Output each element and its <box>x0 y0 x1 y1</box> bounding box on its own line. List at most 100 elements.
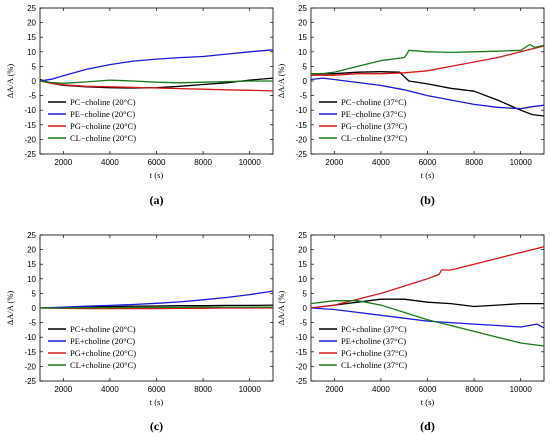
legend-label-2: PE−choline (37°C) <box>341 109 406 119</box>
y-tick-label: -25 <box>24 150 36 159</box>
x-tick-label: 8000 <box>194 385 212 394</box>
legend-label-1: PC+choline (20°C) <box>70 324 136 334</box>
panel-label: (c) <box>150 419 163 433</box>
x-tick-label: 8000 <box>194 158 212 167</box>
y-tick-label: 0 <box>303 304 308 313</box>
x-tick-label: 2000 <box>325 385 343 394</box>
y-tick-label: 5 <box>303 289 308 298</box>
chart-panel-1: -25 -20 -15 -10 -5 0 5 10 15 20 25 2000 4000 6000 8000… <box>5 4 274 207</box>
y-tick-label: 25 <box>298 4 307 13</box>
y-tick-label: 0 <box>32 304 37 313</box>
series-line-4 <box>39 79 273 84</box>
y-axis-label: ΔA/A (%) <box>276 291 286 326</box>
y-tick-label: 20 <box>27 19 36 28</box>
y-tick-label: 0 <box>32 77 37 86</box>
legend-label-1: PC+choline (37°C) <box>341 324 407 334</box>
legend-label-4: CL−choline (20°C) <box>70 133 136 143</box>
y-tick-label: 15 <box>27 260 36 269</box>
y-tick-label: -5 <box>300 92 308 101</box>
y-tick-label: 20 <box>27 246 36 255</box>
y-tick-label: -15 <box>24 121 36 130</box>
x-axis-label: t (s) <box>150 170 164 180</box>
x-tick-label: 6000 <box>148 385 166 394</box>
y-tick-label: 10 <box>298 48 307 57</box>
series-line-4 <box>40 306 273 309</box>
y-tick-label: 20 <box>298 246 307 255</box>
y-tick-label: 15 <box>27 33 36 42</box>
panel-label: (b) <box>420 193 435 207</box>
y-tick-label: -25 <box>295 377 307 386</box>
y-tick-label: 5 <box>303 62 308 71</box>
legend-label-2: PE−choline (20°C) <box>70 109 135 119</box>
y-tick-label: 20 <box>298 19 307 28</box>
chart-panel-4: -25 -20 -15 -10 -5 0 5 10 15 20 25 2000 4000 6000 8000… <box>276 231 545 433</box>
series-line-2 <box>310 77 545 110</box>
legend-label-3: PG−choline (37°C) <box>341 121 407 131</box>
series-line-3 <box>311 45 545 76</box>
y-tick-label: 5 <box>32 289 37 298</box>
legend-label-2: PE+choline (37°C) <box>341 336 406 346</box>
y-axis-label: ΔA/A (%) <box>5 291 15 326</box>
x-tick-label: 2000 <box>325 158 343 167</box>
chart-panel-2: -25 -20 -15 -10 -5 0 5 10 15 20 25 2000 4000 6000 8000… <box>276 4 545 207</box>
y-tick-label: -20 <box>295 135 307 144</box>
y-tick-label: 5 <box>32 62 37 71</box>
y-tick-label: -10 <box>24 106 36 115</box>
x-tick-label: 4000 <box>101 158 119 167</box>
legend-label-2: PE+choline (20°C) <box>70 336 135 346</box>
y-tick-label: -25 <box>295 150 307 159</box>
x-tick-label: 4000 <box>101 385 119 394</box>
y-tick-label: -5 <box>29 92 37 101</box>
series-line-2 <box>39 290 274 309</box>
series-line-3 <box>39 307 273 310</box>
y-tick-label: -20 <box>24 362 36 371</box>
y-axis-label: ΔA/A (%) <box>276 64 286 99</box>
y-tick-label: 0 <box>303 77 308 86</box>
x-axis-label: t (s) <box>421 397 435 407</box>
y-tick-label: 25 <box>27 231 36 240</box>
y-tick-label: -15 <box>295 121 307 130</box>
y-tick-label: 25 <box>27 4 36 13</box>
chart-panel-3: -25 -20 -15 -10 -5 0 5 10 15 20 25 2000 4000 6000 8000… <box>5 231 274 433</box>
legend-label-4: CL+choline (20°C) <box>70 360 136 370</box>
y-tick-label: 10 <box>298 275 307 284</box>
legend-label-4: CL−choline (37°C) <box>341 133 407 143</box>
panel-label: (d) <box>420 419 435 433</box>
legend-label-1: PC−choline (20°C) <box>70 97 136 107</box>
y-tick-label: 25 <box>298 231 307 240</box>
y-tick-label: -10 <box>295 106 307 115</box>
y-tick-label: -20 <box>295 362 307 371</box>
series-line-2 <box>39 49 274 82</box>
series-line-2 <box>310 307 545 329</box>
y-tick-label: 15 <box>298 260 307 269</box>
series-line-3 <box>310 246 545 309</box>
legend-label-3: PG−choline (20°C) <box>70 121 136 131</box>
y-tick-label: -15 <box>24 348 36 357</box>
y-tick-label: -5 <box>29 319 37 328</box>
series-line-4 <box>310 300 545 347</box>
x-tick-label: 10000 <box>239 385 262 394</box>
x-tick-label: 2000 <box>54 385 72 394</box>
y-axis-label: ΔA/A (%) <box>5 64 15 99</box>
x-tick-label: 10000 <box>510 385 533 394</box>
y-tick-label: 15 <box>298 33 307 42</box>
x-tick-label: 6000 <box>419 385 437 394</box>
x-tick-label: 8000 <box>465 158 483 167</box>
y-tick-label: -25 <box>24 377 36 386</box>
x-axis-label: t (s) <box>421 170 435 180</box>
y-tick-label: 10 <box>27 275 36 284</box>
y-tick-label: 10 <box>27 48 36 57</box>
y-tick-label: -20 <box>24 135 36 144</box>
x-tick-label: 4000 <box>372 158 390 167</box>
x-tick-label: 2000 <box>54 158 72 167</box>
legend-label-3: PG+choline (37°C) <box>341 348 407 358</box>
panel-label: (a) <box>150 193 164 207</box>
legend-label-3: PG+choline (20°C) <box>70 348 136 358</box>
x-tick-label: 8000 <box>465 385 483 394</box>
x-tick-label: 6000 <box>148 158 166 167</box>
y-tick-label: -5 <box>300 319 308 328</box>
y-tick-label: -10 <box>295 333 307 342</box>
x-tick-label: 10000 <box>239 158 262 167</box>
series-line-3 <box>39 80 274 92</box>
